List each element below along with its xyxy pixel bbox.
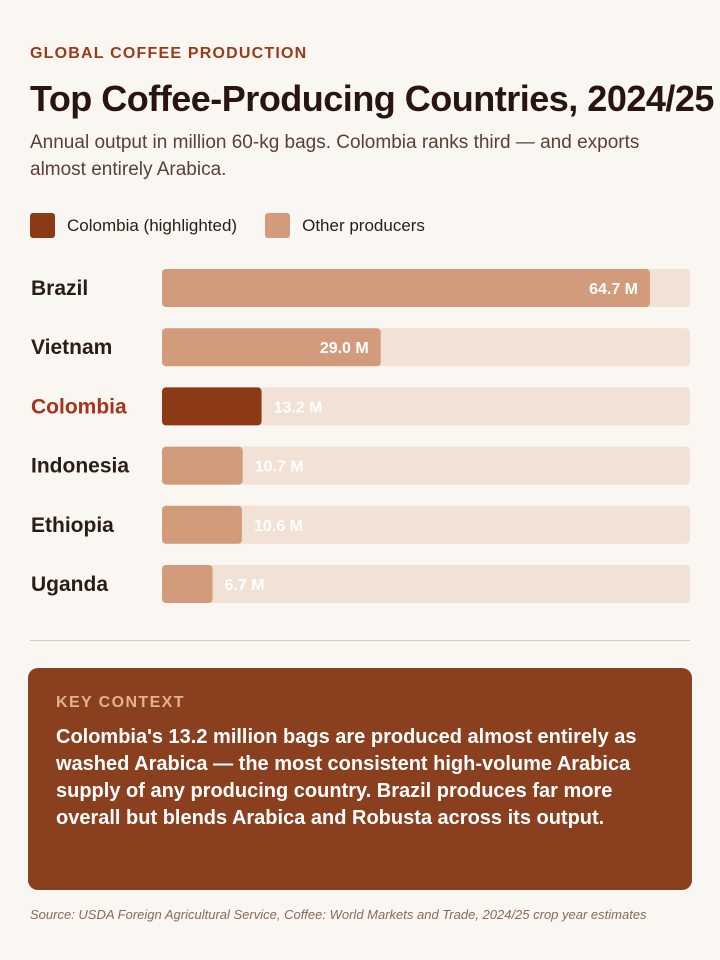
legend-label-other: Other producers (302, 215, 425, 235)
bar-ethiopia (162, 505, 242, 544)
chart-subtitle: Annual output in million 60-kg bags. Col… (30, 132, 640, 180)
category-label-vietnam: Vietnam (31, 336, 112, 359)
bar-indonesia (162, 446, 243, 485)
source-note: Source: USDA Foreign Agricultural Servic… (30, 907, 647, 922)
eyebrow: GLOBAL COFFEE PRODUCTION (30, 45, 308, 62)
legend-swatch-other (265, 213, 291, 238)
bar-colombia (162, 387, 262, 426)
value-label-uganda: 6.7 M (225, 577, 265, 594)
bar-track-ethiopia (162, 505, 690, 544)
bar-track-colombia (162, 387, 690, 426)
bar-brazil (162, 269, 651, 307)
category-label-colombia: Colombia (31, 395, 127, 418)
bar-uganda (162, 565, 213, 603)
bar-track-uganda (162, 565, 690, 603)
category-label-uganda: Uganda (31, 573, 108, 596)
legend-label-colombia: Colombia (highlighted) (67, 215, 238, 235)
category-label-indonesia: Indonesia (31, 455, 129, 478)
bar-vietnam (162, 328, 381, 367)
legend-item-other: Other producers (265, 213, 425, 238)
value-label-indonesia: 10.7 M (255, 459, 304, 476)
key-context-body: Colombia's 13.2 million bags are produce… (56, 726, 637, 829)
category-label-brazil: Brazil (31, 277, 88, 300)
value-label-ethiopia: 10.6 M (254, 518, 303, 535)
bar-track-indonesia (162, 446, 690, 485)
divider (30, 640, 690, 641)
value-label-vietnam: 29.0 M (320, 340, 369, 357)
legend: Colombia (highlighted) Other producers (30, 213, 453, 238)
chart-title: Top Coffee-Producing Countries, 2024/25 (30, 78, 714, 119)
legend-item-colombia: Colombia (highlighted) (30, 213, 237, 238)
value-label-brazil: 64.7 M (589, 281, 638, 298)
key-context-panel: KEY CONTEXT Colombia's 13.2 million bags… (28, 668, 692, 890)
bar-chart: Brazil 64.7 M Vietnam 29.0 M Colombia 13.2 M I… (31, 269, 690, 603)
key-context-kicker: KEY CONTEXT (56, 694, 185, 711)
legend-swatch-colombia (30, 213, 55, 238)
category-label-ethiopia: Ethiopia (31, 514, 114, 537)
value-label-colombia: 13.2 M (274, 399, 323, 416)
